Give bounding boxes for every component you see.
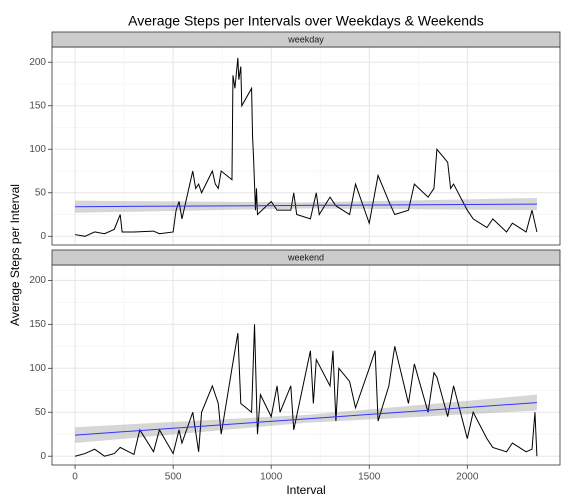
strip-label: weekend [287, 252, 324, 262]
y-tick-label: 200 [29, 57, 46, 68]
y-tick-label: 150 [29, 319, 46, 330]
x-tick-label: 1500 [358, 472, 381, 483]
y-tick-label: 0 [40, 451, 46, 462]
panel-background [52, 47, 560, 245]
x-tick-label: 1000 [260, 472, 283, 483]
y-axis-title: Average Steps per Interval [8, 184, 22, 326]
trend-line [75, 203, 537, 208]
y-tick-label: 0 [40, 231, 46, 242]
trend-line [75, 402, 537, 436]
data-line [75, 57, 538, 237]
y-tick-label: 100 [29, 363, 46, 374]
data-line [74, 324, 538, 457]
x-tick-label: 0 [72, 472, 78, 483]
x-axis-title: Interval [286, 483, 325, 497]
y-tick-label: 50 [35, 187, 47, 198]
y-tick-label: 100 [29, 144, 46, 155]
x-tick-label: 2000 [456, 472, 479, 483]
chart-title: Average Steps per Intervals over Weekday… [128, 13, 484, 29]
strip-label: weekday [287, 34, 324, 44]
y-tick-label: 50 [35, 407, 47, 418]
strip [51, 31, 561, 48]
strip [51, 249, 561, 266]
x-tick-label: 500 [165, 472, 182, 483]
panel-background [52, 265, 560, 465]
y-tick-label: 150 [29, 100, 46, 111]
y-tick-label: 200 [29, 275, 46, 286]
